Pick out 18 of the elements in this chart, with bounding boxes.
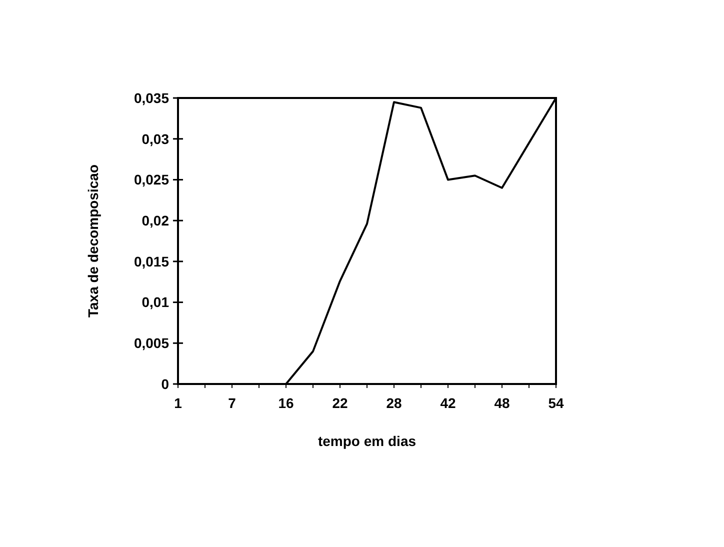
x-tick-label: 16 xyxy=(278,395,294,411)
y-tick-label: 0,02 xyxy=(142,212,170,228)
x-tick-label: 7 xyxy=(228,395,236,411)
x-axis-title: tempo em dias xyxy=(318,433,416,449)
y-tick-label: 0,035 xyxy=(134,90,170,106)
y-tick-label: 0 xyxy=(161,376,170,392)
y-tick-label: 0,005 xyxy=(134,335,170,352)
x-tick-label: 42 xyxy=(440,395,456,411)
x-tick-label: 1 xyxy=(174,395,182,411)
x-tick-label: 48 xyxy=(494,395,510,411)
x-tick-label: 22 xyxy=(332,395,348,411)
y-tick-label: 0,03 xyxy=(142,130,170,147)
x-tick-label: 54 xyxy=(548,395,564,411)
x-tick-label: 28 xyxy=(386,395,402,411)
y-tick-label: 0,015 xyxy=(134,253,170,270)
y-tick-label: 0,01 xyxy=(142,294,170,310)
y-tick-label: 0,025 xyxy=(134,172,170,188)
y-axis-title: Taxa de decomposicao xyxy=(85,164,101,318)
